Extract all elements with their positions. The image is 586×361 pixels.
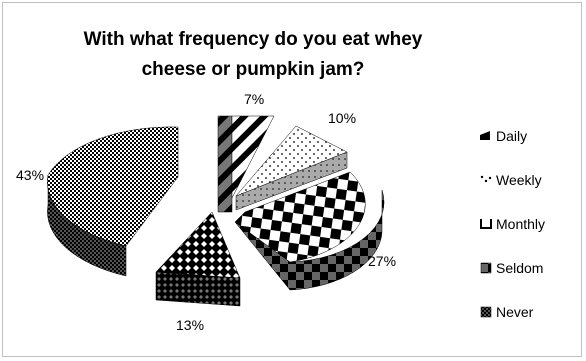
data-label-13: 13% bbox=[176, 317, 204, 333]
legend-label-daily: Daily bbox=[496, 128, 527, 144]
legend-swatch-daily bbox=[480, 131, 490, 140]
legend-label-seldom: Seldom bbox=[496, 260, 543, 276]
legend-label-monthly: Monthly bbox=[496, 216, 545, 232]
data-label-seldom: 27% bbox=[368, 253, 396, 269]
chart-title: With what frequency do you eat whey chee… bbox=[83, 29, 423, 80]
legend-item-never: Never bbox=[480, 304, 534, 320]
legend-item-daily: Daily bbox=[480, 128, 527, 144]
pie-slice-weekly bbox=[235, 125, 348, 211]
legend-item-weekly: Weekly bbox=[480, 172, 542, 188]
pie-slice-monthly bbox=[217, 115, 275, 213]
pie-slice-13 bbox=[155, 211, 241, 307]
legend-swatch-weekly bbox=[480, 175, 484, 179]
legend-item-monthly: Monthly bbox=[480, 216, 545, 232]
legend-label-never: Never bbox=[496, 304, 534, 320]
legend-swatch-monthly bbox=[480, 219, 492, 229]
pie-slice-seldom bbox=[234, 171, 385, 291]
legend-label-weekly: Weekly bbox=[496, 172, 542, 188]
data-label-monthly: 7% bbox=[244, 91, 264, 107]
data-label-weekly: 10% bbox=[328, 110, 356, 126]
data-label-never: 43% bbox=[16, 167, 44, 183]
legend-swatch-never bbox=[480, 306, 492, 318]
legend: Daily Weekly Monthly Seldom Never bbox=[480, 128, 545, 320]
pie-slice-never bbox=[47, 126, 179, 277]
legend-item-seldom: Seldom bbox=[480, 260, 543, 276]
legend-swatch-seldom bbox=[480, 262, 492, 274]
